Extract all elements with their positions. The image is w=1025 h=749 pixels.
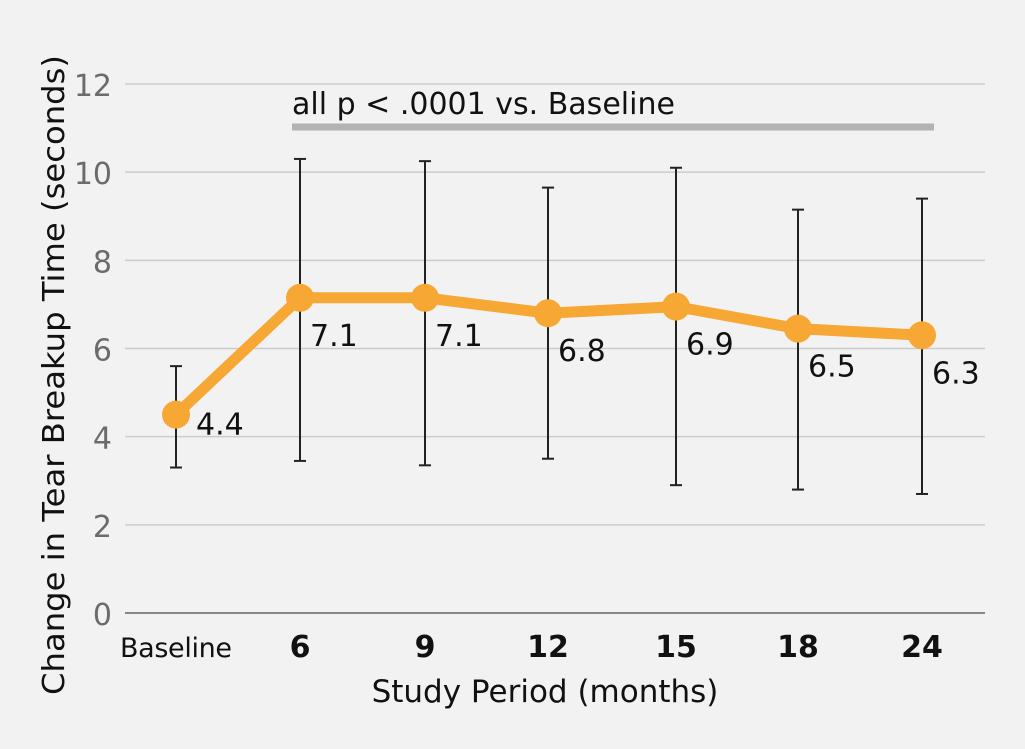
data-label-15: 6.9: [686, 328, 734, 363]
y-tick-label-0: 0: [93, 598, 112, 633]
x-tick-label-24: 24: [901, 630, 943, 665]
data-point-15: [662, 292, 690, 321]
y-tick-labels: 0 2 4 6 8 10 12: [74, 69, 112, 633]
data-point-9: [411, 283, 439, 312]
x-axis-title: Study Period (months): [372, 674, 719, 710]
data-point-6: [286, 283, 314, 312]
error-bar-15: [670, 166, 682, 487]
y-axis-title: Change in Tear Breakup Time (seconds): [37, 55, 72, 695]
data-label-9: 7.1: [435, 319, 483, 354]
y-tick-label-4: 4: [93, 422, 112, 457]
data-point-baseline: [162, 400, 190, 429]
y-tick-label-2: 2: [93, 510, 112, 545]
data-label-6: 7.1: [310, 319, 358, 354]
y-tick-label-8: 8: [93, 245, 112, 280]
x-tick-labels: Baseline 6 9 12 15 18 24: [120, 630, 943, 665]
significance-annotation: all p < .0001 vs. Baseline: [292, 87, 934, 131]
error-bar-18: [792, 208, 804, 491]
data-label-baseline: 4.4: [196, 408, 244, 443]
data-point-18: [784, 314, 812, 343]
x-tick-label-15: 15: [655, 630, 697, 665]
y-tick-label-10: 10: [74, 157, 112, 192]
y-tick-label-12: 12: [74, 69, 112, 104]
data-points: [162, 283, 936, 429]
x-tick-label-baseline: Baseline: [120, 633, 232, 664]
data-point-24: [908, 321, 936, 350]
x-tick-label-9: 9: [415, 630, 436, 665]
data-labels: 4.4 7.1 7.1 6.8 6.9 6.5 6.3: [196, 319, 980, 443]
x-tick-label-18: 18: [777, 630, 819, 665]
error-bar-9: [419, 160, 431, 467]
data-label-12: 6.8: [558, 334, 606, 369]
data-label-24: 6.3: [932, 356, 980, 391]
y-tick-label-6: 6: [93, 334, 112, 369]
data-point-12: [534, 299, 562, 328]
x-tick-label-12: 12: [527, 630, 569, 665]
significance-label: all p < .0001 vs. Baseline: [292, 87, 675, 122]
data-label-18: 6.5: [808, 350, 856, 385]
gridlines: [125, 83, 985, 526]
x-tick-label-6: 6: [290, 630, 311, 665]
